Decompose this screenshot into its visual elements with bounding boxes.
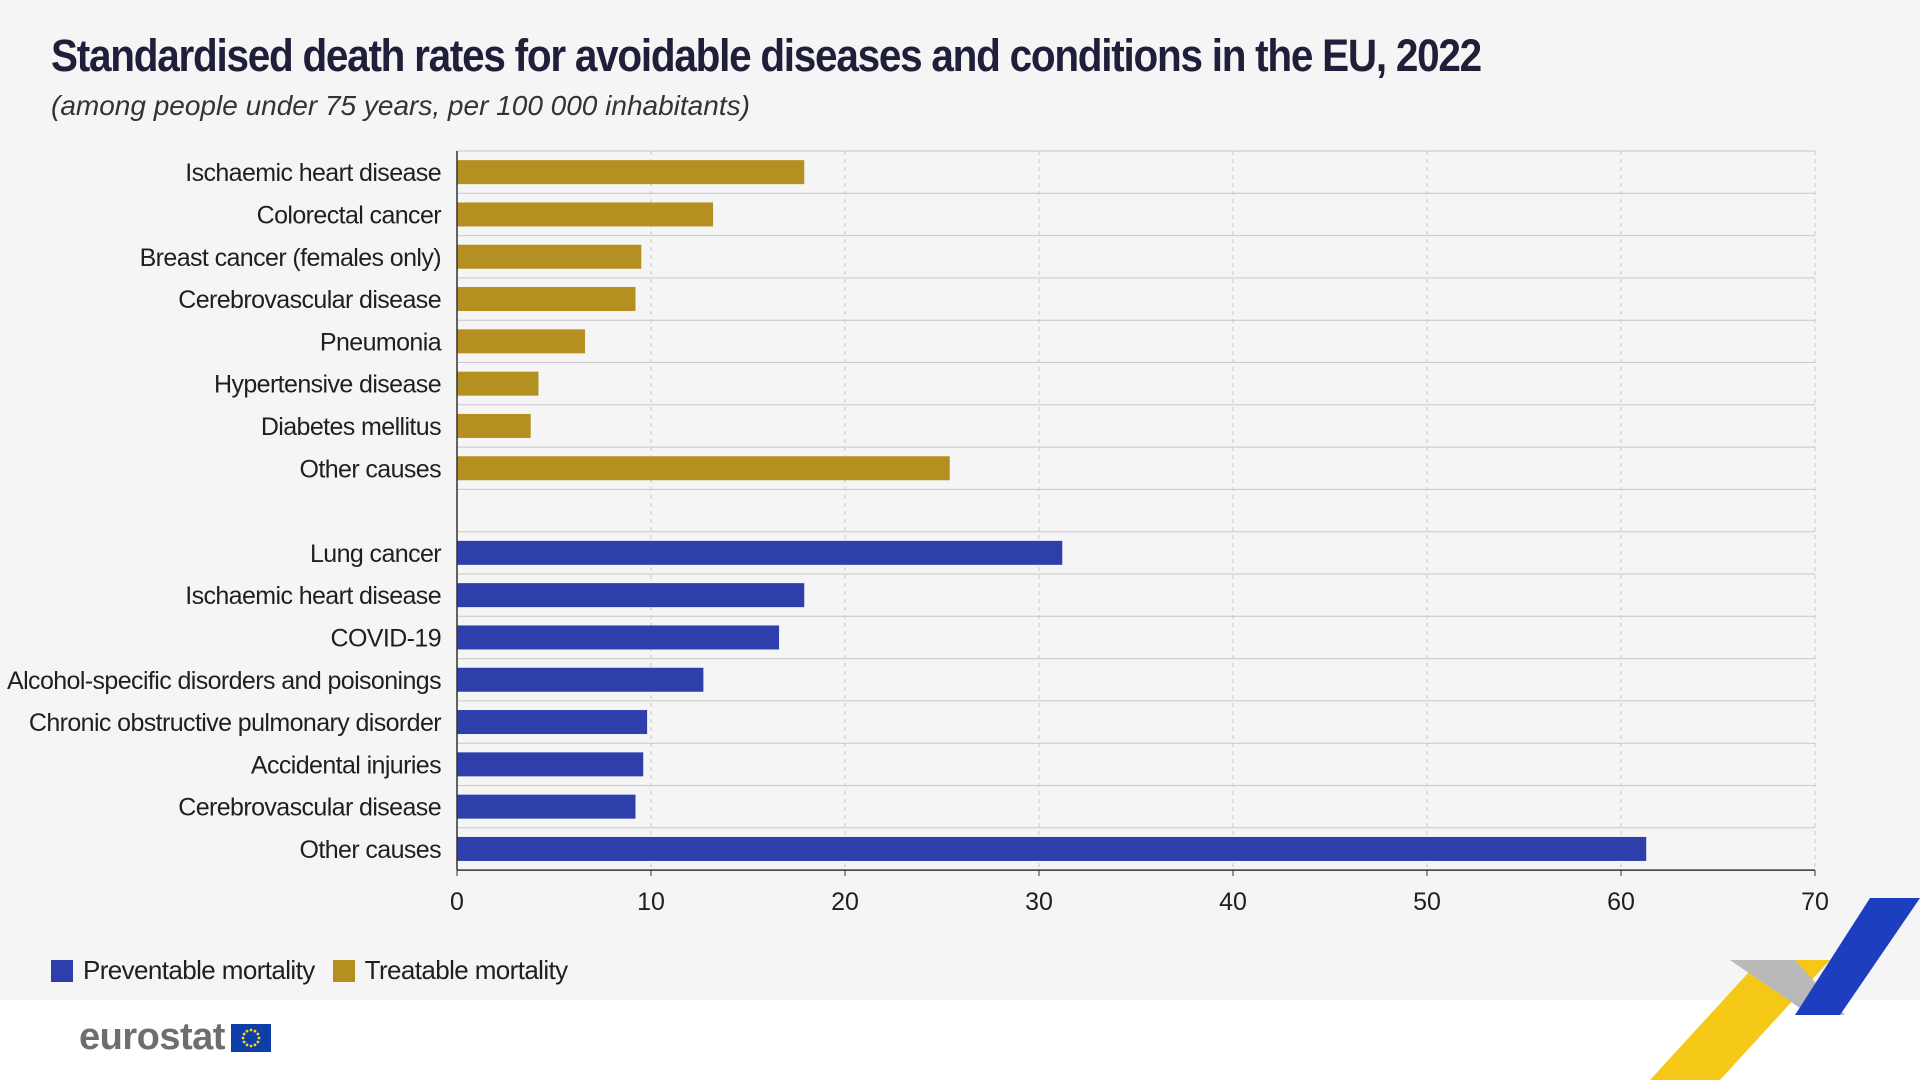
- preventable-bar: [457, 625, 780, 650]
- x-tick-label: 20: [831, 888, 859, 916]
- legend-item-preventable: Preventable mortality: [51, 955, 315, 986]
- legend-label-treatable: Treatable mortality: [364, 955, 569, 985]
- category-label: Other causes: [300, 836, 442, 864]
- category-label: Accidental injuries: [251, 751, 441, 779]
- logo-text: eurostat: [79, 1016, 225, 1058]
- category-label: Pneumonia: [320, 328, 442, 356]
- x-tick-label: 30: [1025, 888, 1053, 916]
- bar-chart: Ischaemic heart disease Colorectal cancer…: [7, 150, 1829, 916]
- category-labels: Ischaemic heart disease Colorectal cancer…: [7, 159, 442, 864]
- treatable-bar: [457, 371, 539, 396]
- treatable-bar: [457, 287, 636, 312]
- legend-item-treatable: Treatable mortality: [332, 955, 569, 986]
- category-label: Chronic obstructive pulmonary disorder: [29, 709, 441, 737]
- preventable-bar: [457, 836, 1647, 861]
- footer-band: [0, 1000, 1920, 1080]
- treatable-bar: [457, 160, 805, 185]
- treatable-bar: [457, 456, 950, 481]
- chart-title: Standardised death rates for avoidable d…: [51, 30, 1482, 81]
- x-tick-label: 0: [450, 888, 464, 916]
- legend: Preventable mortality Treatable mortalit…: [51, 955, 586, 986]
- x-tick-label: 60: [1607, 888, 1635, 916]
- x-axis: 0 10 20 30 40 50 60 70: [450, 151, 1829, 916]
- chart-subtitle: (among people under 75 years, per 100 00…: [51, 90, 750, 121]
- legend-swatch-treatable: [332, 959, 355, 982]
- treatable-bar: [457, 413, 531, 438]
- legend-label-preventable: Preventable mortality: [83, 955, 315, 985]
- category-label: Ischaemic heart disease: [185, 582, 441, 610]
- category-label: Ischaemic heart disease: [185, 159, 441, 187]
- eu-flag-icon: [230, 1023, 271, 1052]
- category-label: COVID-19: [330, 624, 441, 652]
- category-label: Other causes: [300, 455, 442, 483]
- legend-swatch-preventable: [51, 959, 73, 982]
- preventable-bar: [457, 667, 704, 692]
- preventable-bar: [457, 794, 636, 819]
- treatable-bar: [457, 202, 714, 227]
- bars: [457, 160, 1647, 861]
- preventable-bar: [457, 583, 805, 608]
- x-tick-label: 40: [1219, 888, 1247, 916]
- treatable-bar: [457, 329, 586, 354]
- category-label: Cerebrovascular disease: [178, 286, 441, 314]
- category-label: Colorectal cancer: [257, 201, 442, 229]
- x-tick-label: 50: [1413, 888, 1441, 916]
- x-tick-label: 10: [637, 888, 665, 916]
- grid-lines: [457, 150, 1816, 871]
- category-label: Diabetes mellitus: [261, 413, 441, 441]
- preventable-bar: [457, 710, 648, 735]
- preventable-bar: [457, 540, 1063, 565]
- category-label: Lung cancer: [310, 540, 441, 568]
- brand-decoration-icon: [1650, 898, 1920, 1080]
- category-label: Hypertensive disease: [214, 371, 441, 399]
- category-label: Alcohol-specific disorders and poisoning…: [7, 667, 441, 695]
- category-label: Cerebrovascular disease: [178, 794, 441, 822]
- preventable-bar: [457, 752, 644, 777]
- category-label: Breast cancer (females only): [140, 244, 441, 272]
- eurostat-logo: eurostat: [79, 1016, 271, 1059]
- treatable-bar: [457, 244, 642, 269]
- x-tick-label: 70: [1801, 888, 1829, 916]
